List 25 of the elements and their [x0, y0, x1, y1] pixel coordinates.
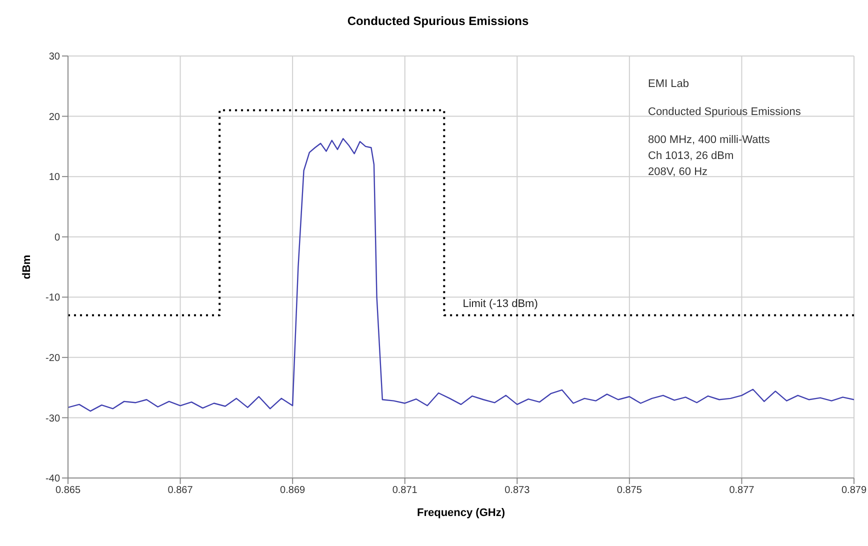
x-tick-label: 0.869 [280, 485, 306, 496]
x-tick-label: 0.879 [841, 485, 867, 496]
annotation: 208V, 60 Hz [648, 165, 709, 180]
chart-title: Conducted Spurious Emissions [346, 13, 530, 30]
x-tick-label: 0.875 [616, 485, 642, 496]
y-tick-label: -30 [46, 413, 60, 424]
x-tick-label: 0.873 [504, 485, 530, 496]
x-tick-label: 0.877 [729, 485, 755, 496]
y-tick-label: -10 [46, 292, 60, 304]
y-tick-label: -20 [46, 352, 60, 364]
annotation: Limit (-13 dBm) [462, 298, 538, 310]
annotation: 800 MHz, 400 milli-Watts [648, 133, 771, 148]
annotation: Conducted Spurious Emissions [648, 105, 801, 120]
x-tick-label: 0.867 [168, 485, 194, 496]
y-tick-label: -40 [46, 474, 60, 485]
annotation: EMI Lab [648, 77, 690, 92]
y-tick-label: 10 [48, 172, 60, 184]
x-tick-label: 0.865 [55, 485, 81, 496]
x-axis-title: Frequency (GHz) [416, 507, 506, 519]
y-tick-label: 0 [54, 232, 60, 244]
y-tick-label: 30 [48, 52, 60, 63]
annotation: Ch 1013, 26 dBm [648, 149, 735, 164]
y-axis-title: dBm [20, 254, 33, 280]
y-tick-label: 20 [48, 112, 60, 123]
x-tick-label: 0.871 [392, 485, 418, 496]
